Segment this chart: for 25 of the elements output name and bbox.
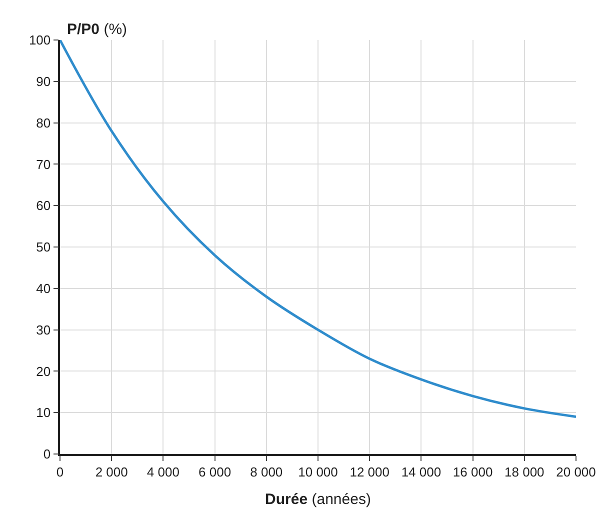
- x-tick-label: 2 000: [95, 464, 128, 480]
- y-tick-label: 100: [28, 32, 51, 48]
- x-tick-label: 6 000: [198, 464, 232, 480]
- y-tick-label: 40: [36, 280, 51, 296]
- y-tick-label: 50: [36, 240, 51, 255]
- y-tick-label: 90: [36, 74, 51, 89]
- x-tick-label: 10 000: [298, 464, 338, 480]
- y-tick-label: 60: [36, 198, 51, 214]
- x-axis-title: Durée (années): [265, 490, 371, 508]
- y-tick-label: 80: [36, 115, 51, 130]
- y-tick-label: 20: [36, 364, 51, 379]
- line-series: [60, 40, 576, 418]
- x-tick-label: 4 000: [146, 464, 180, 480]
- y-tick-label: 10: [36, 405, 51, 420]
- x-tick-label: 14 000: [401, 464, 442, 480]
- x-tick-label: 18 000: [504, 464, 544, 480]
- y-tick-label: 30: [36, 322, 51, 338]
- y-axis-title: P/P0 (%): [67, 21, 128, 38]
- y-tick-label: 70: [36, 156, 51, 172]
- x-tick-label: 16 000: [452, 464, 493, 480]
- y-tick-label: 0: [43, 446, 51, 462]
- x-tick-label: 0: [56, 464, 64, 480]
- x-tick-label: 8 000: [250, 464, 283, 480]
- x-tick-label: 12 000: [350, 464, 390, 480]
- x-tick-label: 20 000: [556, 464, 596, 480]
